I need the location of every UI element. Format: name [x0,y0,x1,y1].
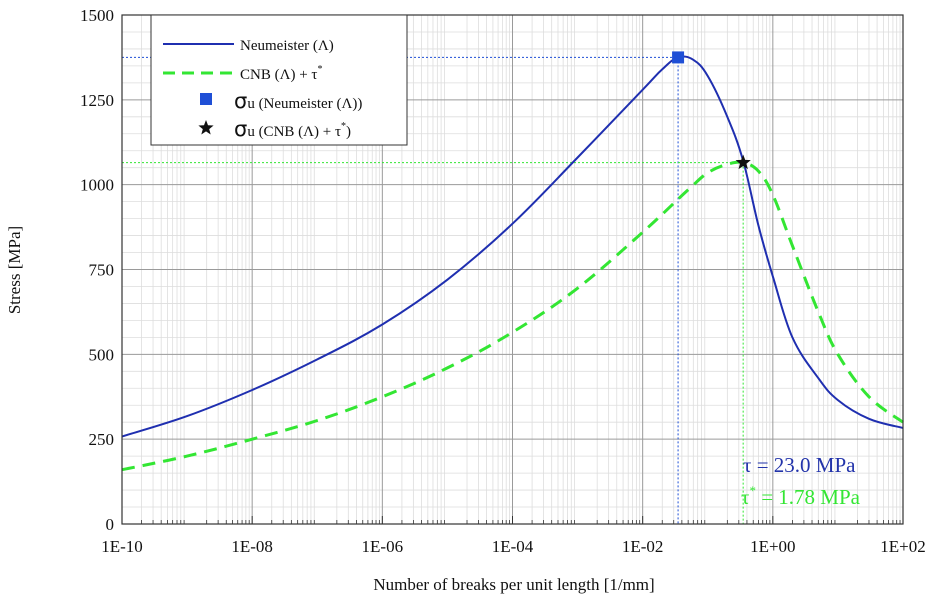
sigma-symbol: σ [234,117,247,141]
x-tick-label: 1E+00 [750,537,795,556]
legend-square-icon [200,93,212,105]
legend-label-sigma-cnb: σu (CNB (Λ) + τ*) [234,117,351,141]
peak-marker-star [735,154,751,170]
y-tick-label: 0 [106,515,115,534]
y-axis-label: Stress [MPa] [5,226,24,314]
legend-label-sigma-neumeister-text: (Neumeister (Λ)) [255,96,363,112]
y-tick-label: 500 [89,345,115,364]
sigma-symbol: σ [234,89,247,113]
legend-label-sigma-cnb-text: (CNB (Λ) + τ [255,124,341,140]
x-tick-label: 1E-10 [101,537,143,556]
y-tick-label: 750 [89,261,115,280]
legend-label-sigma-cnb-sup: * [341,121,346,132]
peak-marker-square [672,51,685,64]
annotation-tau-star: τ* = 1.78 MPa [741,483,861,509]
legend-label-cnb: CNB (Λ) + τ* [240,64,322,83]
y-tick-label: 250 [89,430,115,449]
legend: Neumeister (Λ) CNB (Λ) + τ* σu (Neumeist… [150,14,408,146]
legend-label-neumeister-text: Neumeister (Λ) [240,38,334,54]
legend-label-sigma-cnb-tail: ) [346,124,351,140]
sigma-sub: u [247,124,255,140]
legend-label-cnb-sup: * [317,64,322,75]
x-tick-label: 1E-04 [492,537,534,556]
y-tick-label: 1250 [80,91,114,110]
legend-label-neumeister: Neumeister (Λ) [240,38,334,54]
x-tick-label: 1E-08 [231,537,273,556]
legend-box [150,14,408,146]
x-tick-label: 1E-02 [622,537,664,556]
legend-label-sigma-neumeister: σu (Neumeister (Λ)) [234,89,362,113]
tau-star-sup: * [749,483,756,498]
markers-layer [672,51,751,170]
x-tick-label: 1E+02 [880,537,925,556]
y-tick-label: 1000 [80,176,114,195]
legend-label-cnb-text: CNB (Λ) + τ [240,67,317,83]
tau-star-value: = 1.78 MPa [756,485,861,509]
x-tick-label: 1E-06 [362,537,404,556]
legend-star-icon [198,120,214,135]
series-line-cnb [121,160,904,472]
ticks: 1E-10 1E-08 1E-06 1E-04 1E-02 1E+00 1E+02 0 250 5… [80,6,926,556]
y-tick-label: 1500 [80,6,114,25]
tau-star-symbol: τ [741,485,749,509]
x-axis-label: Number of breaks per unit length [1/mm] [373,575,654,594]
sigma-sub: u [247,96,255,112]
annotation-tau: τ = 23.0 MPa [743,453,856,477]
